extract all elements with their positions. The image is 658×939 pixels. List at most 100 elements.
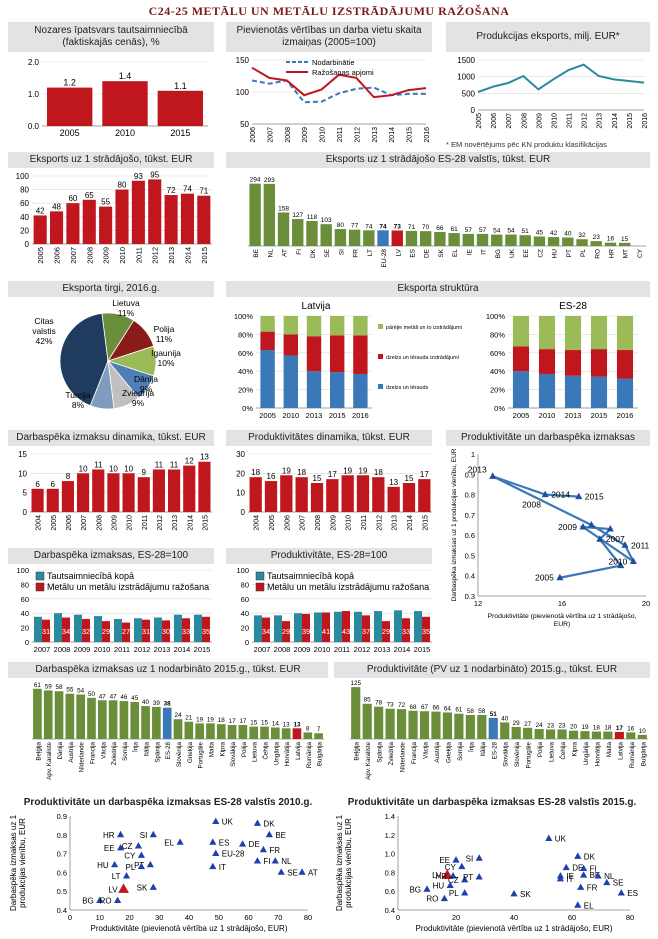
data-label: 18 <box>604 725 612 732</box>
bar-segment <box>564 375 582 408</box>
bar <box>505 234 517 246</box>
bar <box>603 731 613 739</box>
data-label: 13 <box>389 478 398 487</box>
y-tick-label: 2.0 <box>28 58 40 67</box>
bar <box>557 729 567 739</box>
x-tick-label: DE <box>424 248 431 258</box>
data-label: 15 <box>313 474 322 483</box>
x-tick-label: 2012 <box>582 113 589 129</box>
data-label: 1.2 <box>63 78 76 88</box>
y-tick-label: 10 <box>236 489 245 498</box>
data-label: 70 <box>422 224 430 231</box>
point-label: ES <box>627 889 638 898</box>
bar-segment <box>306 371 322 408</box>
x-tick-label: 20 <box>125 913 133 922</box>
x-tick-label: 40 <box>510 913 518 922</box>
point-label: UK <box>555 835 567 844</box>
bar <box>591 731 602 739</box>
data-label: 18 <box>297 468 306 477</box>
data-label: 17 <box>239 718 247 725</box>
x-tick-label: 2013 <box>172 515 179 531</box>
point-label: NL <box>281 857 292 866</box>
x-tick-label: 2014 <box>612 113 619 129</box>
x-tick-label: 80 <box>626 913 634 922</box>
x-tick-label: 30 <box>155 913 163 922</box>
point-label: DE <box>249 840 260 849</box>
chart-scatter-2015: 0.4 0.6 0.8 1.0 1.2 1.4 0 20 40 60 80 UK EE SI DK CY DE F… <box>335 812 638 933</box>
data-label: 13 <box>293 721 301 728</box>
bar <box>387 486 400 512</box>
point-label: FR <box>269 846 280 855</box>
x-tick-label: Austrija <box>434 741 441 762</box>
y-tick-label: 40 <box>20 213 29 222</box>
bar <box>356 475 370 512</box>
point-label: LV <box>432 871 442 880</box>
x-tick-label: 2012 <box>151 247 160 264</box>
x-tick-label: 2004 <box>36 515 43 531</box>
y-axis-label: Darbaspēka izmaksas uz 1produkcijas vien… <box>335 814 353 911</box>
data-point <box>617 889 625 896</box>
slice-label: Polija 11% <box>154 324 175 344</box>
x-tick-label: Čehija <box>560 741 567 759</box>
bar <box>562 237 574 246</box>
x-tick-label: 2005 <box>51 515 58 531</box>
data-point <box>118 883 129 893</box>
x-tick-label: Austrija <box>68 741 75 762</box>
bar-segment <box>306 336 322 372</box>
x-tick-label: IT <box>481 249 488 255</box>
point-label: RO <box>426 895 438 904</box>
data-label: 43 <box>342 627 350 636</box>
bar <box>76 694 85 739</box>
x-tick-label: Vācija <box>100 741 107 758</box>
y-tick-label: 0 <box>471 106 476 115</box>
data-label: 72 <box>167 186 176 195</box>
bar <box>107 473 120 512</box>
bar <box>262 617 270 642</box>
data-point <box>594 872 602 879</box>
data-label: 15 <box>261 720 269 727</box>
data-label: 15 <box>250 720 258 727</box>
bar <box>115 189 129 244</box>
x-tick-label: 10 <box>96 913 104 922</box>
chart-header-share: Nozares īpatsvars tautsaimniecībā (fakti… <box>8 22 214 52</box>
y-tick-label: 0.7 <box>465 511 475 520</box>
bar-segment <box>564 350 582 376</box>
x-tick-label: 2007 <box>81 515 88 531</box>
point-label: 2005 <box>535 573 554 583</box>
x-tick-label: Rumānija <box>629 741 636 768</box>
bar <box>33 215 47 244</box>
data-label: 8 <box>66 472 71 481</box>
data-label: 73 <box>387 702 395 709</box>
data-label: 13 <box>200 453 209 462</box>
bar <box>77 473 90 512</box>
data-label: 34 <box>262 627 270 636</box>
data-point <box>575 492 583 500</box>
data-point <box>265 830 273 838</box>
bar <box>547 237 560 246</box>
data-point <box>562 863 570 871</box>
bar <box>422 616 430 642</box>
slice-label: Zviedrija 9% <box>122 388 154 408</box>
legend-label: dzelzs un tērauda izstrādājumi <box>386 355 459 361</box>
data-label: 39 <box>153 700 161 707</box>
data-point <box>596 535 604 542</box>
chart-header-exp-per-worker-eu: Eksports uz 1 strādājošo ES-28 valstīs, … <box>226 152 650 168</box>
point-label: 2009 <box>558 522 577 532</box>
y-tick-label: 0.3 <box>465 592 475 601</box>
bar <box>372 477 385 512</box>
data-label: 125 <box>350 680 361 687</box>
data-point <box>149 883 157 890</box>
point-label: NL <box>604 872 615 881</box>
bar <box>202 616 210 642</box>
bar <box>31 488 44 512</box>
data-point <box>475 873 483 880</box>
x-tick-label: 2015 <box>422 515 429 531</box>
bar <box>260 726 269 739</box>
y-tick-label: 100 <box>16 172 30 181</box>
bar <box>43 690 53 739</box>
data-label: 31 <box>42 627 50 636</box>
bar <box>182 618 190 642</box>
x-axis-label: Produktivitāte (pievienotā vērtība uz 1 … <box>488 613 637 628</box>
x-tick-label: 2010 <box>551 113 558 129</box>
bar <box>227 725 237 739</box>
